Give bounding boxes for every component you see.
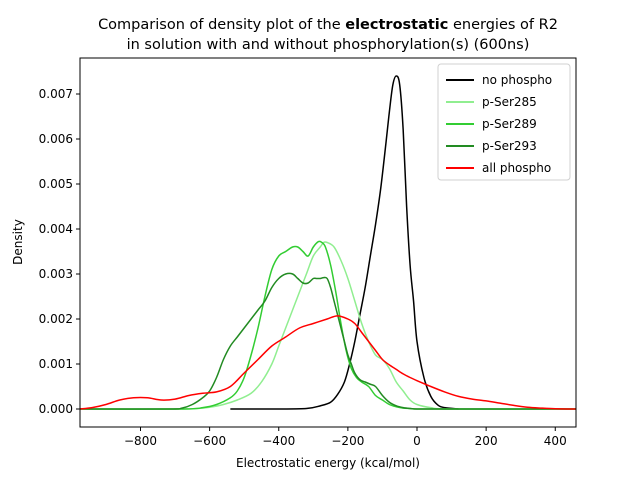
y-tick-label: 0.003 (39, 267, 73, 281)
legend-label-p-ser285: p-Ser285 (482, 95, 537, 109)
y-tick-label: 0.006 (39, 132, 73, 146)
x-tick-label: −400 (262, 434, 295, 448)
x-tick-label: −600 (193, 434, 226, 448)
legend-box (437, 63, 571, 181)
plot-frame (79, 57, 577, 428)
legend-label-no-phospho: no phospho (482, 73, 552, 87)
x-tick-label: −800 (124, 434, 157, 448)
y-tick-label: 0.004 (39, 222, 73, 236)
series-line-p-ser285 (80, 241, 576, 410)
chart-title-pre: Comparison of density plot of the (98, 17, 345, 33)
chart-title-bold: electrostatic (345, 17, 448, 33)
y-tick-label: 0.007 (39, 87, 73, 101)
series-line-p-ser293 (80, 272, 576, 410)
chart-title-post: energies of R2 (448, 17, 558, 33)
legend-label-all-phospho: all phospho (482, 161, 551, 175)
x-tick-label: 200 (475, 434, 498, 448)
x-tick-label: 400 (544, 434, 567, 448)
x-axis-label: Electrostatic energy (kcal/mol) (236, 456, 420, 470)
x-tick-label: −200 (331, 434, 364, 448)
series-layer (80, 75, 576, 410)
y-axis-label: Density (11, 219, 25, 265)
y-tick-label: 0.001 (39, 357, 73, 371)
series-line-all-phospho (80, 315, 576, 410)
tick-layer: −800 −600 −400 −200 0 200 400 0.000 0.001 0.002 0.… (39, 87, 567, 448)
legend-label-p-ser289: p-Ser289 (482, 117, 537, 131)
legend-label-p-ser293: p-Ser293 (482, 139, 537, 153)
chart-title-line1: Comparison of density plot of the electr… (98, 17, 558, 33)
chart-title-line2: in solution with and without phosphoryla… (127, 37, 530, 53)
series-line-p-ser289 (80, 240, 576, 410)
series-line-no-phospho (230, 75, 459, 410)
y-tick-label: 0.000 (39, 402, 73, 416)
x-tick-label: 0 (413, 434, 421, 448)
y-tick-label: 0.005 (39, 177, 73, 191)
legend: no phospho p-Ser285 p-Ser289 p-Ser293 all ph… (437, 63, 571, 181)
y-tick-label: 0.002 (39, 312, 73, 326)
